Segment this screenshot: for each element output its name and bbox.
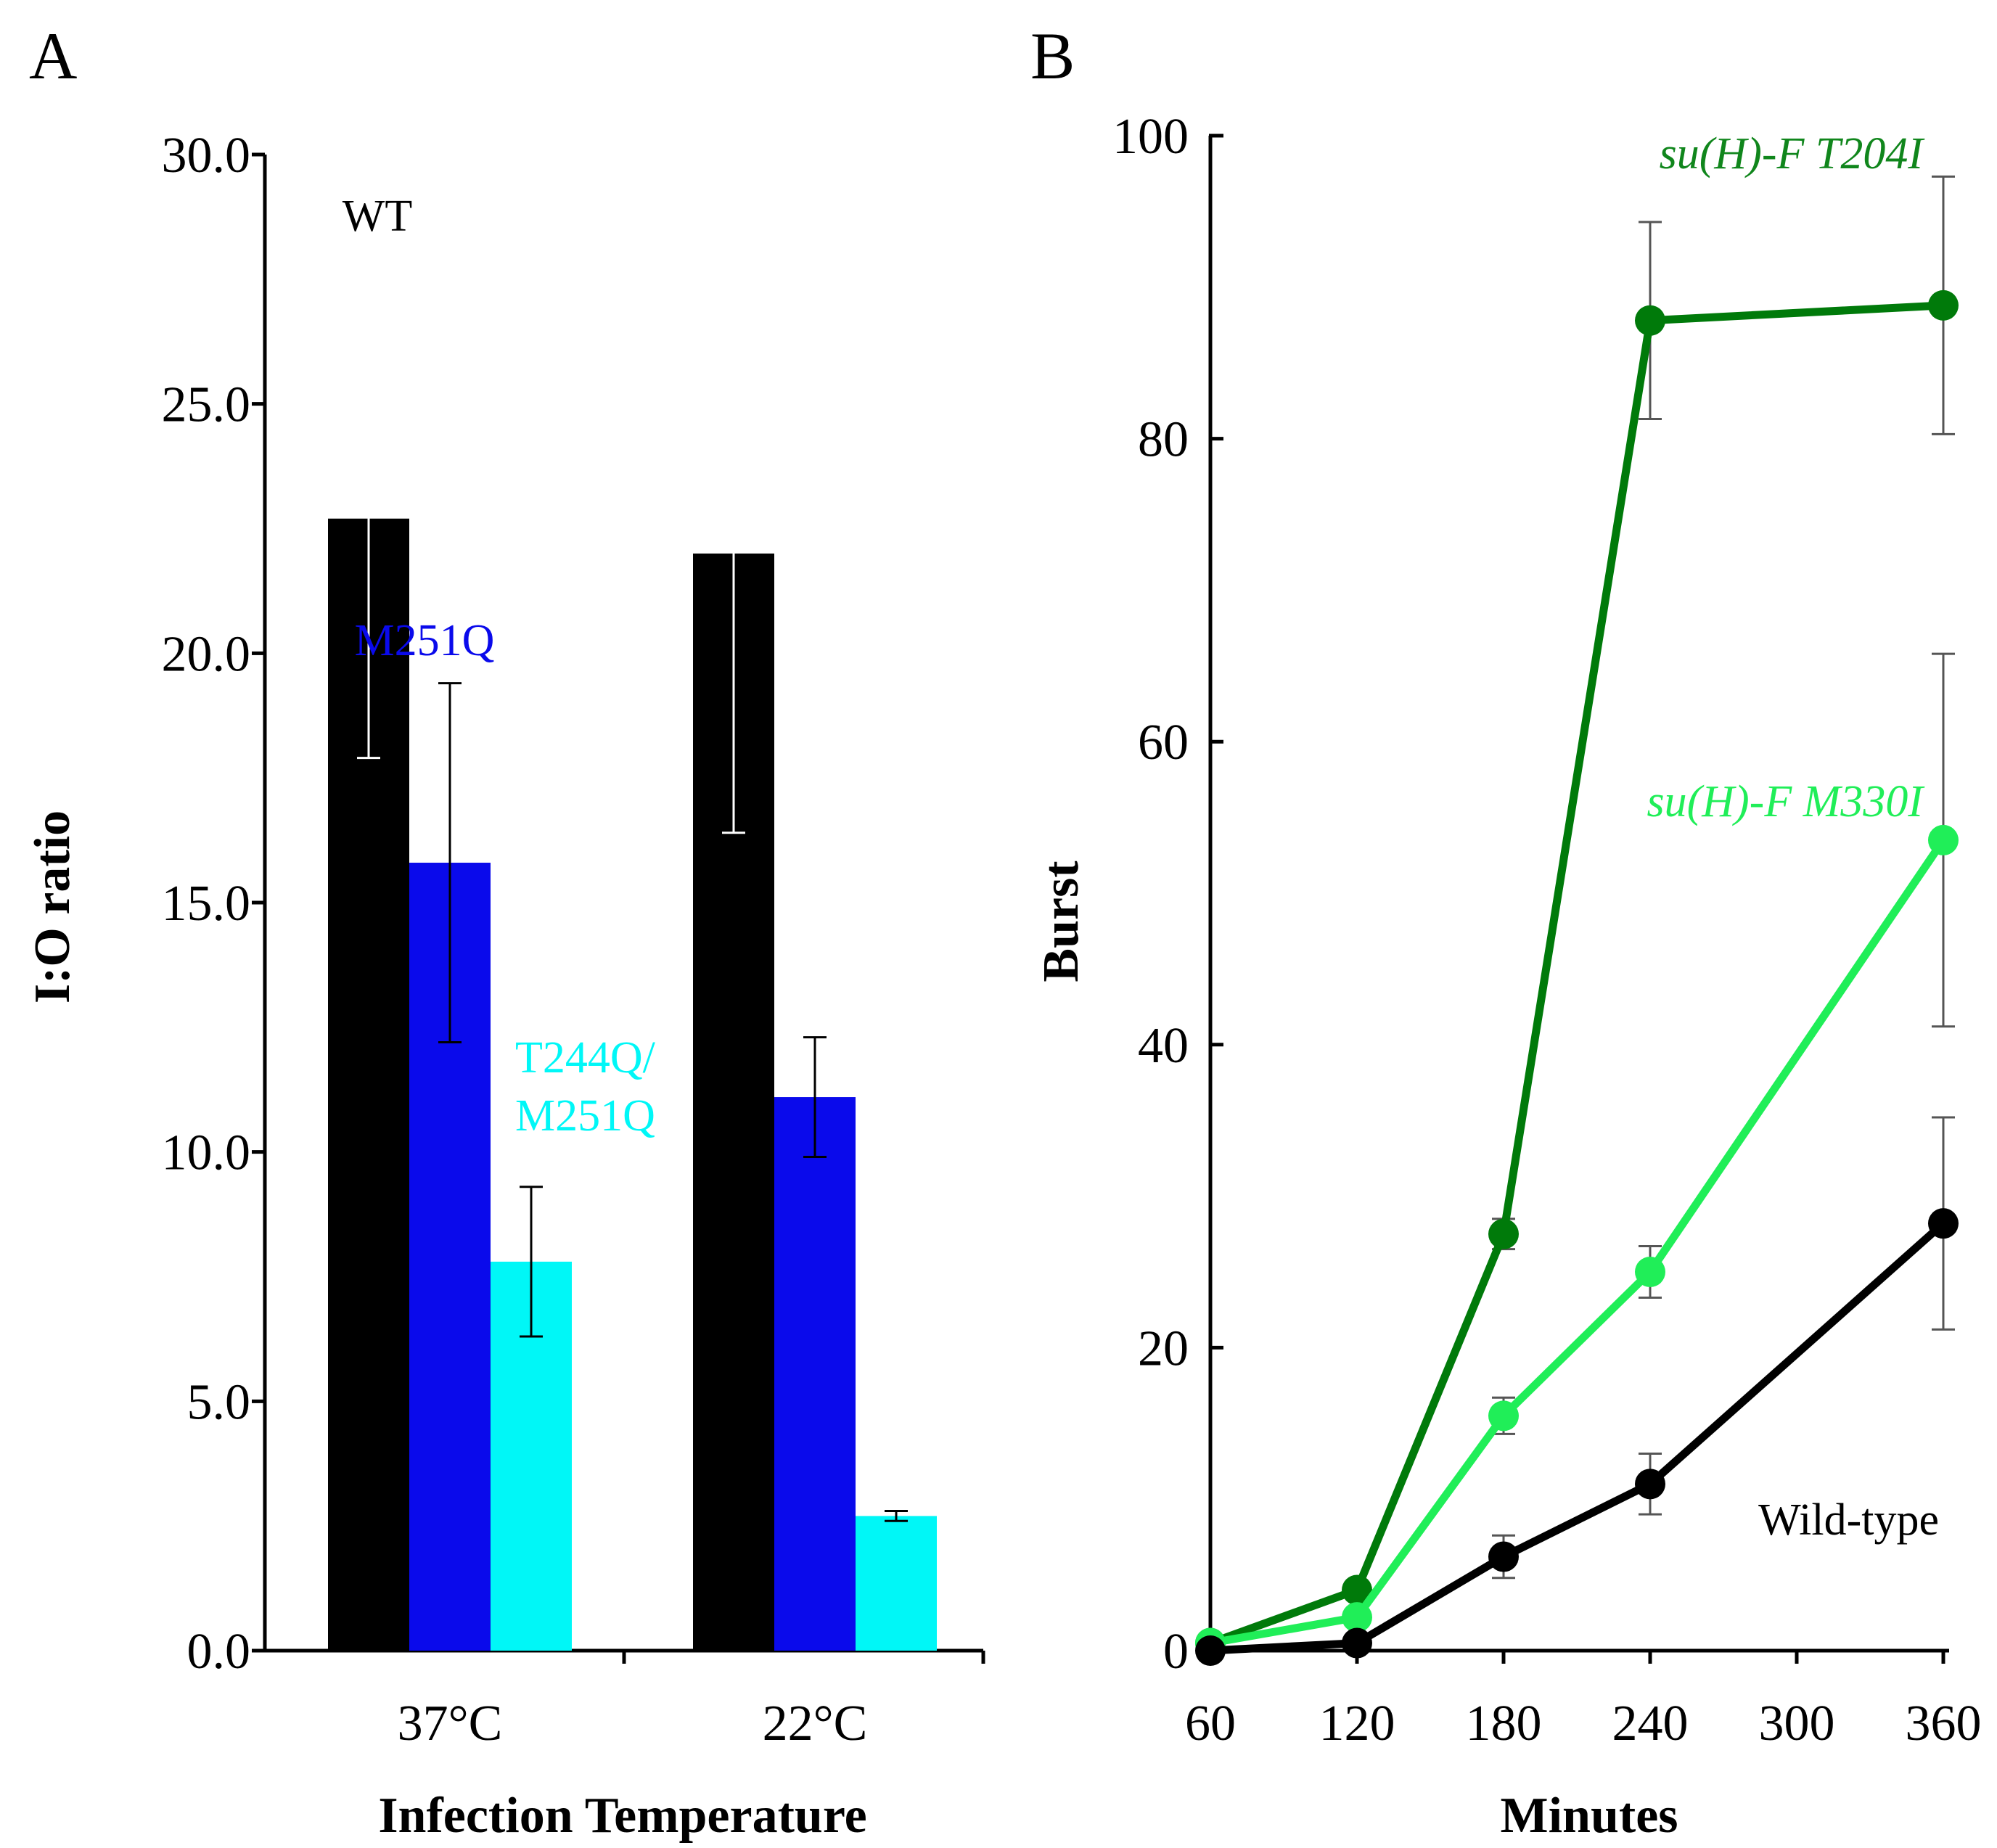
data-point xyxy=(1635,1257,1665,1287)
y-tick-label-b: 60 xyxy=(1138,715,1189,771)
x-tick-label-b: 180 xyxy=(1466,1696,1542,1752)
y-tick-label-a: 0.0 xyxy=(187,1624,251,1680)
category-label: 37°C xyxy=(398,1696,503,1752)
data-point xyxy=(1635,1469,1665,1500)
line-chart-burst: 0 20 40 60 80 100 60 120 180 240 300 360 su(H)-F T20… xyxy=(1112,109,1982,1752)
y-axis-title-a: I:O ratio xyxy=(25,810,81,1003)
bar-chart-i-o-ratio: 0.0 5.0 10.0 15.0 20.0 25.0 30.0 37°C 22°C WT M251… xyxy=(162,128,985,1752)
data-point xyxy=(1488,1218,1519,1249)
series-label: M251Q xyxy=(355,616,495,665)
series-line xyxy=(1210,1220,1946,1655)
y-axis-title-b: Burst xyxy=(1033,861,1089,982)
bar xyxy=(774,1097,856,1651)
y-tick-label-a: 20.0 xyxy=(162,626,251,682)
series-label: T244Q/ xyxy=(515,1033,656,1083)
series-label: Wild-type xyxy=(1758,1495,1939,1545)
category-label: 22°C xyxy=(763,1696,868,1752)
panel-label-b: B xyxy=(1030,19,1075,93)
x-tick-label-b: 240 xyxy=(1612,1696,1689,1752)
y-tick-label-a: 5.0 xyxy=(187,1374,251,1430)
y-tick-label-b: 40 xyxy=(1138,1018,1189,1074)
y-tick-label-a: 25.0 xyxy=(162,377,251,433)
y-tick-label-a: 10.0 xyxy=(162,1125,251,1181)
x-tick-label-b: 360 xyxy=(1906,1696,1982,1752)
data-point xyxy=(1342,1602,1372,1633)
data-point xyxy=(1488,1400,1519,1432)
series-label: M251Q xyxy=(515,1091,655,1141)
y-tick-label-b: 0 xyxy=(1163,1624,1189,1680)
x-tick-label-b: 300 xyxy=(1759,1696,1835,1752)
data-point xyxy=(1635,305,1665,336)
data-point xyxy=(1928,289,1959,321)
series-label: WT xyxy=(343,192,412,241)
x-tick-label-b: 60 xyxy=(1185,1696,1236,1752)
series-label: su(H)-F M330I xyxy=(1647,777,1925,826)
data-point xyxy=(1195,1635,1226,1666)
y-tick-label-a: 15.0 xyxy=(162,876,251,932)
data-point xyxy=(1928,1208,1959,1239)
bar xyxy=(856,1516,937,1651)
data-point xyxy=(1488,1541,1519,1572)
y-tick-label-b: 20 xyxy=(1138,1321,1189,1376)
y-tick-label-b: 100 xyxy=(1112,109,1189,165)
data-point xyxy=(1928,824,1959,855)
data-point xyxy=(1342,1574,1372,1606)
y-tick-label-b: 80 xyxy=(1138,412,1189,468)
data-point xyxy=(1342,1627,1372,1659)
x-tick-label-b: 120 xyxy=(1319,1696,1395,1752)
y-tick-label-a: 30.0 xyxy=(162,128,251,184)
series-label: su(H)-F T204I xyxy=(1660,129,1926,178)
series-line xyxy=(1209,301,1944,1647)
x-axis-title-a: Infection Temperature xyxy=(378,1788,866,1844)
panel-label-a: A xyxy=(29,19,77,93)
x-axis-title-b: Minutes xyxy=(1501,1788,1678,1844)
